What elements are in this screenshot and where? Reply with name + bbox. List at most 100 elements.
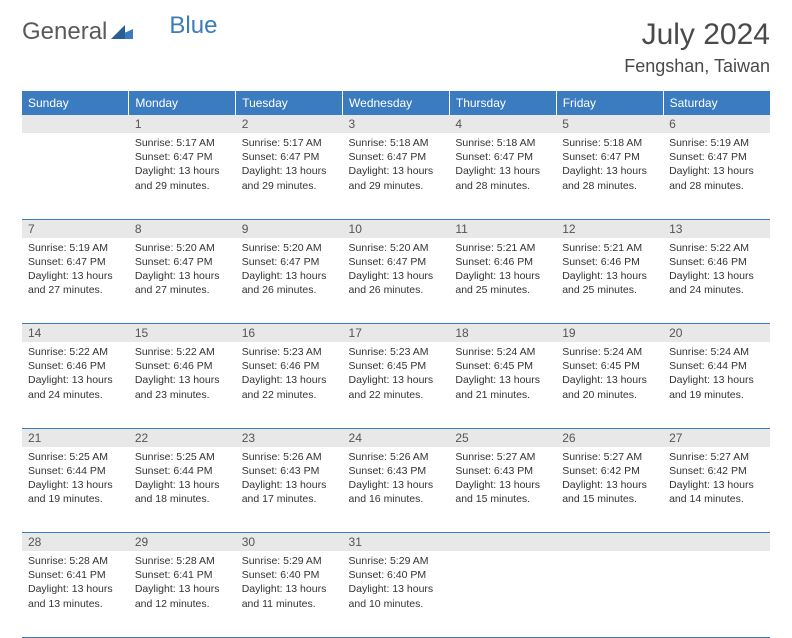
day-sun-info: Sunrise: 5:29 AMSunset: 6:40 PMDaylight:… [242, 554, 337, 611]
day-number-cell: 10 [343, 219, 450, 238]
day-sun-info: Sunrise: 5:20 AMSunset: 6:47 PMDaylight:… [242, 241, 337, 298]
calendar-day-cell: Sunrise: 5:25 AMSunset: 6:44 PMDaylight:… [22, 447, 129, 533]
calendar-day-cell: Sunrise: 5:24 AMSunset: 6:45 PMDaylight:… [556, 342, 663, 428]
day-number-cell: 12 [556, 219, 663, 238]
day-number-cell: 26 [556, 428, 663, 447]
calendar-day-cell: Sunrise: 5:19 AMSunset: 6:47 PMDaylight:… [663, 133, 770, 219]
calendar-day-cell: Sunrise: 5:17 AMSunset: 6:47 PMDaylight:… [236, 133, 343, 219]
day-number-cell: 13 [663, 219, 770, 238]
calendar-week-row: Sunrise: 5:22 AMSunset: 6:46 PMDaylight:… [22, 342, 770, 428]
day-sun-info: Sunrise: 5:28 AMSunset: 6:41 PMDaylight:… [28, 554, 123, 611]
day-number-cell: 24 [343, 428, 450, 447]
day-number-cell [449, 533, 556, 552]
calendar-day-cell: Sunrise: 5:29 AMSunset: 6:40 PMDaylight:… [343, 551, 450, 637]
day-number-cell: 31 [343, 533, 450, 552]
day-sun-info: Sunrise: 5:19 AMSunset: 6:47 PMDaylight:… [669, 136, 764, 193]
calendar-day-cell [22, 133, 129, 219]
day-number-cell: 17 [343, 324, 450, 343]
calendar-day-cell: Sunrise: 5:23 AMSunset: 6:45 PMDaylight:… [343, 342, 450, 428]
day-number-cell: 23 [236, 428, 343, 447]
day-sun-info: Sunrise: 5:22 AMSunset: 6:46 PMDaylight:… [135, 345, 230, 402]
day-number-cell: 8 [129, 219, 236, 238]
calendar-day-cell: Sunrise: 5:22 AMSunset: 6:46 PMDaylight:… [22, 342, 129, 428]
calendar-day-cell: Sunrise: 5:21 AMSunset: 6:46 PMDaylight:… [556, 238, 663, 324]
day-number-cell: 6 [663, 115, 770, 133]
day-number-cell: 1 [129, 115, 236, 133]
day-number-cell: 30 [236, 533, 343, 552]
day-sun-info: Sunrise: 5:18 AMSunset: 6:47 PMDaylight:… [562, 136, 657, 193]
day-number-cell [22, 115, 129, 133]
day-sun-info: Sunrise: 5:17 AMSunset: 6:47 PMDaylight:… [135, 136, 230, 193]
logo: General Blue [22, 18, 217, 46]
calendar-day-cell: Sunrise: 5:18 AMSunset: 6:47 PMDaylight:… [343, 133, 450, 219]
day-sun-info: Sunrise: 5:27 AMSunset: 6:42 PMDaylight:… [562, 450, 657, 507]
day-sun-info: Sunrise: 5:18 AMSunset: 6:47 PMDaylight:… [349, 136, 444, 193]
day-sun-info: Sunrise: 5:28 AMSunset: 6:41 PMDaylight:… [135, 554, 230, 611]
day-sun-info: Sunrise: 5:29 AMSunset: 6:40 PMDaylight:… [349, 554, 444, 611]
calendar-day-cell: Sunrise: 5:28 AMSunset: 6:41 PMDaylight:… [22, 551, 129, 637]
calendar-day-cell: Sunrise: 5:19 AMSunset: 6:47 PMDaylight:… [22, 238, 129, 324]
calendar-day-cell: Sunrise: 5:29 AMSunset: 6:40 PMDaylight:… [236, 551, 343, 637]
calendar-table: SundayMondayTuesdayWednesdayThursdayFrid… [22, 91, 770, 638]
day-number-cell: 15 [129, 324, 236, 343]
day-number-cell: 28 [22, 533, 129, 552]
calendar-day-cell [663, 551, 770, 637]
calendar-day-cell [449, 551, 556, 637]
day-number-cell: 25 [449, 428, 556, 447]
weekday-header-monday: Monday [129, 91, 236, 115]
day-number-cell: 4 [449, 115, 556, 133]
calendar-day-cell: Sunrise: 5:20 AMSunset: 6:47 PMDaylight:… [236, 238, 343, 324]
day-sun-info: Sunrise: 5:19 AMSunset: 6:47 PMDaylight:… [28, 241, 123, 298]
day-number-cell: 29 [129, 533, 236, 552]
calendar-day-cell: Sunrise: 5:26 AMSunset: 6:43 PMDaylight:… [343, 447, 450, 533]
calendar-day-cell: Sunrise: 5:27 AMSunset: 6:42 PMDaylight:… [663, 447, 770, 533]
day-sun-info: Sunrise: 5:23 AMSunset: 6:46 PMDaylight:… [242, 345, 337, 402]
logo-text-general: General [22, 18, 107, 46]
day-sun-info: Sunrise: 5:27 AMSunset: 6:42 PMDaylight:… [669, 450, 764, 507]
calendar-day-cell: Sunrise: 5:18 AMSunset: 6:47 PMDaylight:… [556, 133, 663, 219]
day-number-cell: 27 [663, 428, 770, 447]
day-number-cell [663, 533, 770, 552]
day-number-cell: 2 [236, 115, 343, 133]
day-sun-info: Sunrise: 5:26 AMSunset: 6:43 PMDaylight:… [349, 450, 444, 507]
weekday-header-sunday: Sunday [22, 91, 129, 115]
calendar-day-cell: Sunrise: 5:27 AMSunset: 6:42 PMDaylight:… [556, 447, 663, 533]
calendar-week-row: Sunrise: 5:17 AMSunset: 6:47 PMDaylight:… [22, 133, 770, 219]
weekday-header-wednesday: Wednesday [343, 91, 450, 115]
calendar-day-cell: Sunrise: 5:18 AMSunset: 6:47 PMDaylight:… [449, 133, 556, 219]
calendar-day-cell: Sunrise: 5:22 AMSunset: 6:46 PMDaylight:… [129, 342, 236, 428]
calendar-weekday-header: SundayMondayTuesdayWednesdayThursdayFrid… [22, 91, 770, 115]
day-number-cell: 16 [236, 324, 343, 343]
day-number-cell: 21 [22, 428, 129, 447]
page-header: General Blue July 2024 Fengshan, Taiwan [22, 18, 770, 77]
calendar-day-cell: Sunrise: 5:20 AMSunset: 6:47 PMDaylight:… [343, 238, 450, 324]
weekday-header-tuesday: Tuesday [236, 91, 343, 115]
weekday-header-saturday: Saturday [663, 91, 770, 115]
day-number-cell: 5 [556, 115, 663, 133]
day-sun-info: Sunrise: 5:26 AMSunset: 6:43 PMDaylight:… [242, 450, 337, 507]
calendar-day-cell: Sunrise: 5:20 AMSunset: 6:47 PMDaylight:… [129, 238, 236, 324]
day-sun-info: Sunrise: 5:21 AMSunset: 6:46 PMDaylight:… [455, 241, 550, 298]
daynum-row: 14151617181920 [22, 324, 770, 343]
calendar-day-cell: Sunrise: 5:24 AMSunset: 6:45 PMDaylight:… [449, 342, 556, 428]
logo-flag-icon [111, 21, 133, 44]
calendar-day-cell [556, 551, 663, 637]
day-number-cell: 3 [343, 115, 450, 133]
day-sun-info: Sunrise: 5:24 AMSunset: 6:45 PMDaylight:… [562, 345, 657, 402]
day-sun-info: Sunrise: 5:17 AMSunset: 6:47 PMDaylight:… [242, 136, 337, 193]
day-sun-info: Sunrise: 5:25 AMSunset: 6:44 PMDaylight:… [28, 450, 123, 507]
day-number-cell [556, 533, 663, 552]
day-sun-info: Sunrise: 5:22 AMSunset: 6:46 PMDaylight:… [669, 241, 764, 298]
calendar-day-cell: Sunrise: 5:24 AMSunset: 6:44 PMDaylight:… [663, 342, 770, 428]
day-number-cell: 7 [22, 219, 129, 238]
calendar-day-cell: Sunrise: 5:28 AMSunset: 6:41 PMDaylight:… [129, 551, 236, 637]
day-number-cell: 19 [556, 324, 663, 343]
daynum-row: 21222324252627 [22, 428, 770, 447]
daynum-row: 78910111213 [22, 219, 770, 238]
calendar-day-cell: Sunrise: 5:22 AMSunset: 6:46 PMDaylight:… [663, 238, 770, 324]
calendar-day-cell: Sunrise: 5:27 AMSunset: 6:43 PMDaylight:… [449, 447, 556, 533]
day-sun-info: Sunrise: 5:20 AMSunset: 6:47 PMDaylight:… [349, 241, 444, 298]
day-number-cell: 14 [22, 324, 129, 343]
calendar-week-row: Sunrise: 5:19 AMSunset: 6:47 PMDaylight:… [22, 238, 770, 324]
day-sun-info: Sunrise: 5:27 AMSunset: 6:43 PMDaylight:… [455, 450, 550, 507]
